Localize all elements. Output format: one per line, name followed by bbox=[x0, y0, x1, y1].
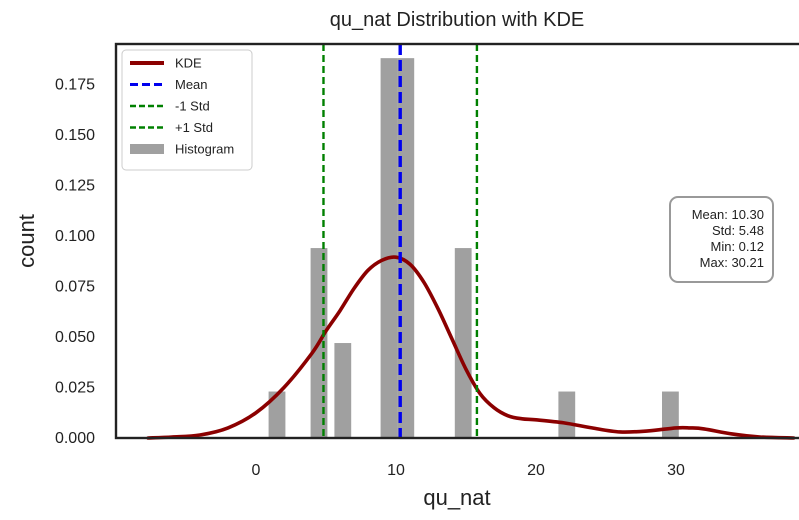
y-tick-label: 0.100 bbox=[55, 228, 95, 245]
x-tick-label: 0 bbox=[252, 462, 261, 479]
stats-line: Min: 0.12 bbox=[711, 239, 764, 254]
stats-line: Max: 30.21 bbox=[700, 255, 764, 270]
stats-box-frame bbox=[669, 196, 774, 283]
reference-lines bbox=[322, 44, 479, 438]
histogram-bar-6 bbox=[454, 248, 472, 438]
histogram-bar-7 bbox=[558, 391, 576, 438]
stats-line: Mean: 10.30 bbox=[692, 207, 764, 222]
x-tick-label: 20 bbox=[527, 462, 545, 479]
y-tick-label: 0.175 bbox=[55, 76, 95, 93]
chart-title: qu_nat Distribution with KDE bbox=[330, 9, 585, 31]
histogram-bar-4 bbox=[380, 58, 398, 439]
x-axis-label: qu_nat bbox=[423, 485, 490, 510]
legend-box bbox=[121, 49, 253, 171]
histogram-bar-5 bbox=[397, 58, 415, 439]
x-tick-label: 30 bbox=[667, 462, 685, 479]
x-tick-label: 10 bbox=[387, 462, 405, 479]
x-axis-ticks: 010203040 bbox=[252, 462, 685, 479]
histogram-bar-8 bbox=[662, 391, 679, 438]
kde-curve-group bbox=[146, 255, 796, 440]
legend-swatch-histogram bbox=[130, 144, 164, 154]
kde-curve bbox=[146, 255, 796, 440]
y-tick-label: 0.075 bbox=[55, 278, 95, 295]
legend-label-1-std: +1 Std bbox=[175, 120, 213, 135]
y-axis-ticks: 0.000 0.025 0.050 0.075 0.100 0.125 0.150 0.175 bbox=[55, 76, 95, 447]
histogram-bar-1 bbox=[268, 391, 286, 438]
legend-label-histogram: Histogram bbox=[175, 142, 234, 157]
plot-frame bbox=[114, 42, 799, 440]
histogram-bar-3 bbox=[334, 343, 352, 438]
stats-line: Std: 5.48 bbox=[712, 223, 764, 238]
y-tick-label: 0.125 bbox=[55, 177, 95, 194]
legend-label-mean: Mean bbox=[175, 77, 208, 92]
y-axis-label: count bbox=[14, 214, 39, 268]
y-tick-label: 0.000 bbox=[55, 430, 95, 447]
legend-label-kde: KDE bbox=[175, 56, 202, 71]
y-tick-label: 0.025 bbox=[55, 379, 95, 396]
y-tick-label: 0.050 bbox=[55, 329, 95, 346]
legend-label-1-std: -1 Std bbox=[175, 99, 210, 114]
histogram-bars bbox=[268, 58, 679, 439]
legend: KDE Mean -1 Std +1 Std Histogram bbox=[121, 49, 253, 171]
y-tick-label: 0.150 bbox=[55, 127, 95, 144]
